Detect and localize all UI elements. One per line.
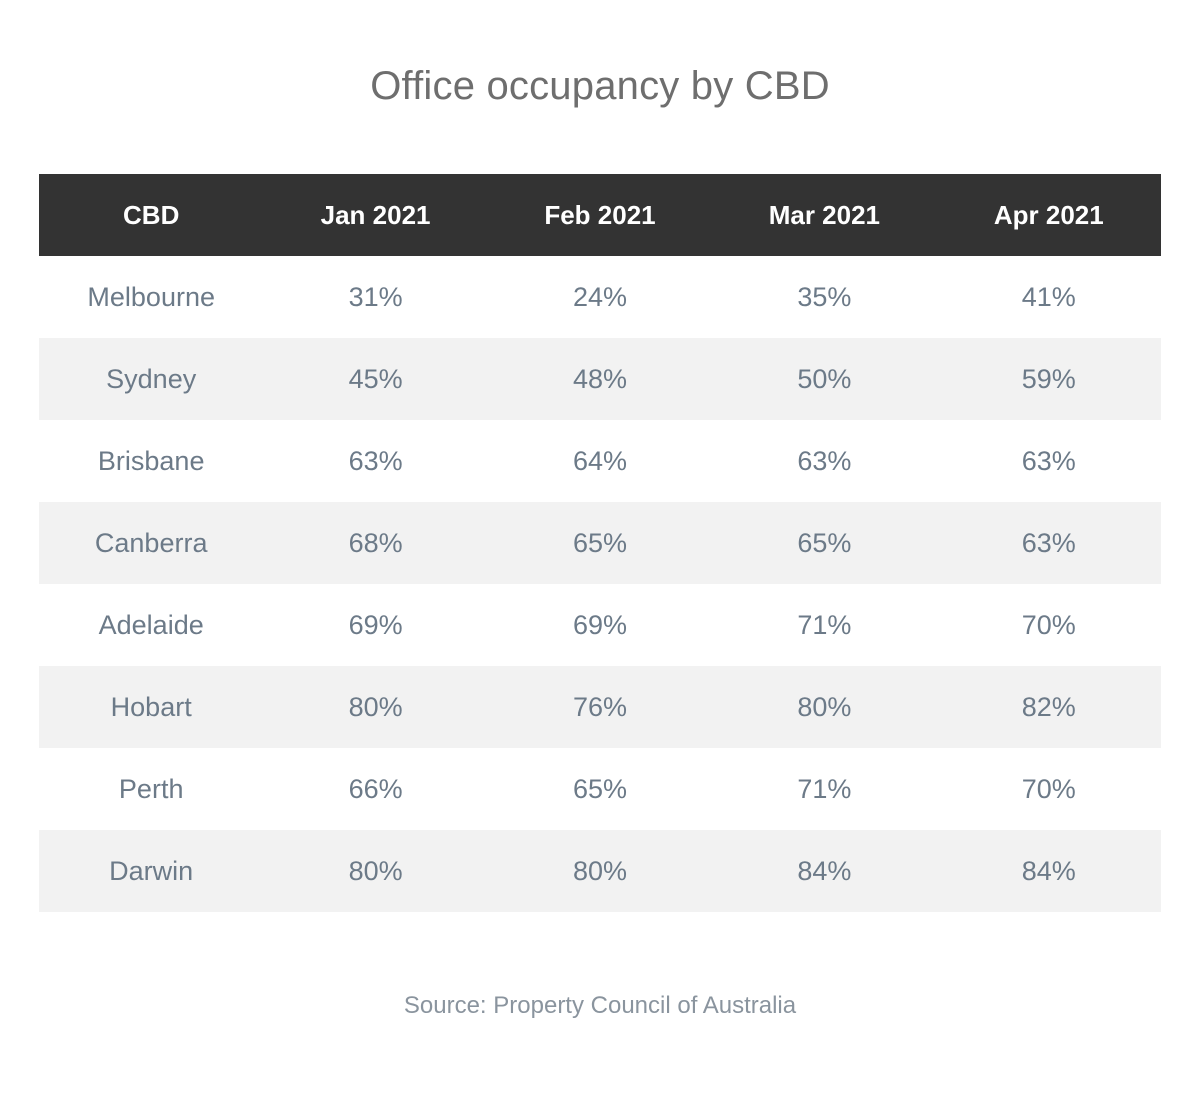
table-row: Sydney 45% 48% 50% 59%	[39, 338, 1161, 420]
occupancy-cell: 76%	[572, 691, 627, 722]
column-header-feb-2021: Feb 2021	[544, 199, 656, 230]
occupancy-cell: 48%	[572, 363, 627, 394]
occupancy-cell: 80%	[797, 691, 852, 722]
source-note: Source: Property Council of Australia	[403, 992, 797, 1019]
occupancy-cell: 65%	[572, 527, 627, 558]
cbd-name-cell: Sydney	[106, 363, 197, 394]
occupancy-cell: 84%	[1021, 855, 1076, 886]
table-row: Adelaide 69% 69% 71% 70%	[39, 584, 1161, 666]
occupancy-cell: 65%	[797, 527, 852, 558]
occupancy-cell: 84%	[797, 855, 852, 886]
cbd-name-cell: Canberra	[94, 527, 208, 558]
occupancy-cell: 80%	[572, 855, 627, 886]
occupancy-cell: 59%	[1021, 363, 1076, 394]
occupancy-cell: 68%	[348, 527, 403, 558]
table-row: Brisbane 63% 64% 63% 63%	[39, 420, 1161, 502]
column-header-mar-2021: Mar 2021	[768, 199, 881, 230]
occupancy-cell: 35%	[797, 281, 852, 312]
occupancy-cell: 63%	[1021, 527, 1076, 558]
cbd-name-cell: Brisbane	[97, 445, 205, 476]
occupancy-cell: 50%	[797, 363, 852, 394]
occupancy-cell: 45%	[348, 363, 403, 394]
occupancy-cell: 63%	[348, 445, 403, 476]
occupancy-cell: 69%	[572, 609, 627, 640]
cbd-name-cell: Darwin	[109, 855, 194, 886]
table-row: Melbourne 31% 24% 35% 41%	[39, 256, 1161, 338]
table-row: Hobart 80% 76% 80% 82%	[39, 666, 1161, 748]
table-header: CBD Jan 2021 Feb 2021 Mar 2021 Apr 2021	[39, 174, 1161, 256]
column-header-jan-2021: Jan 2021	[320, 199, 431, 230]
cbd-name-cell: Adelaide	[98, 609, 204, 640]
column-header-apr-2021: Apr 2021	[993, 199, 1104, 230]
cbd-name-cell: Perth	[118, 773, 184, 804]
occupancy-cell: 70%	[1021, 609, 1076, 640]
table-body: Melbourne 31% 24% 35% 41% Sydney 45% 48% 50% 59% B…	[39, 256, 1161, 912]
occupancy-cell: 41%	[1021, 281, 1076, 312]
occupancy-cell: 63%	[797, 445, 852, 476]
occupancy-cell: 71%	[797, 609, 852, 640]
cbd-name-cell: Melbourne	[87, 281, 215, 312]
occupancy-cell: 70%	[1021, 773, 1076, 804]
cbd-name-cell: Hobart	[110, 691, 192, 722]
occupancy-table: CBD Jan 2021 Feb 2021 Mar 2021 Apr 2021 Melb…	[39, 174, 1161, 912]
occupancy-cell: 71%	[797, 773, 852, 804]
table-row: Perth 66% 65% 71% 70%	[39, 748, 1161, 830]
occupancy-cell: 63%	[1021, 445, 1076, 476]
occupancy-cell: 69%	[348, 609, 403, 640]
column-header-cbd: CBD	[123, 199, 180, 230]
occupancy-cell: 82%	[1021, 691, 1076, 722]
occupancy-cell: 80%	[348, 855, 403, 886]
occupancy-cell: 80%	[348, 691, 403, 722]
chart-title: Office occupancy by CBD	[370, 64, 830, 108]
occupancy-cell: 65%	[572, 773, 627, 804]
occupancy-cell: 64%	[572, 445, 627, 476]
occupancy-cell: 24%	[572, 281, 627, 312]
occupancy-cell: 31%	[348, 281, 403, 312]
occupancy-cell: 66%	[348, 773, 403, 804]
header-row: CBD Jan 2021 Feb 2021 Mar 2021 Apr 2021	[39, 174, 1161, 256]
table-row: Canberra 68% 65% 65% 63%	[39, 502, 1161, 584]
table-row: Darwin 80% 80% 84% 84%	[39, 830, 1161, 912]
